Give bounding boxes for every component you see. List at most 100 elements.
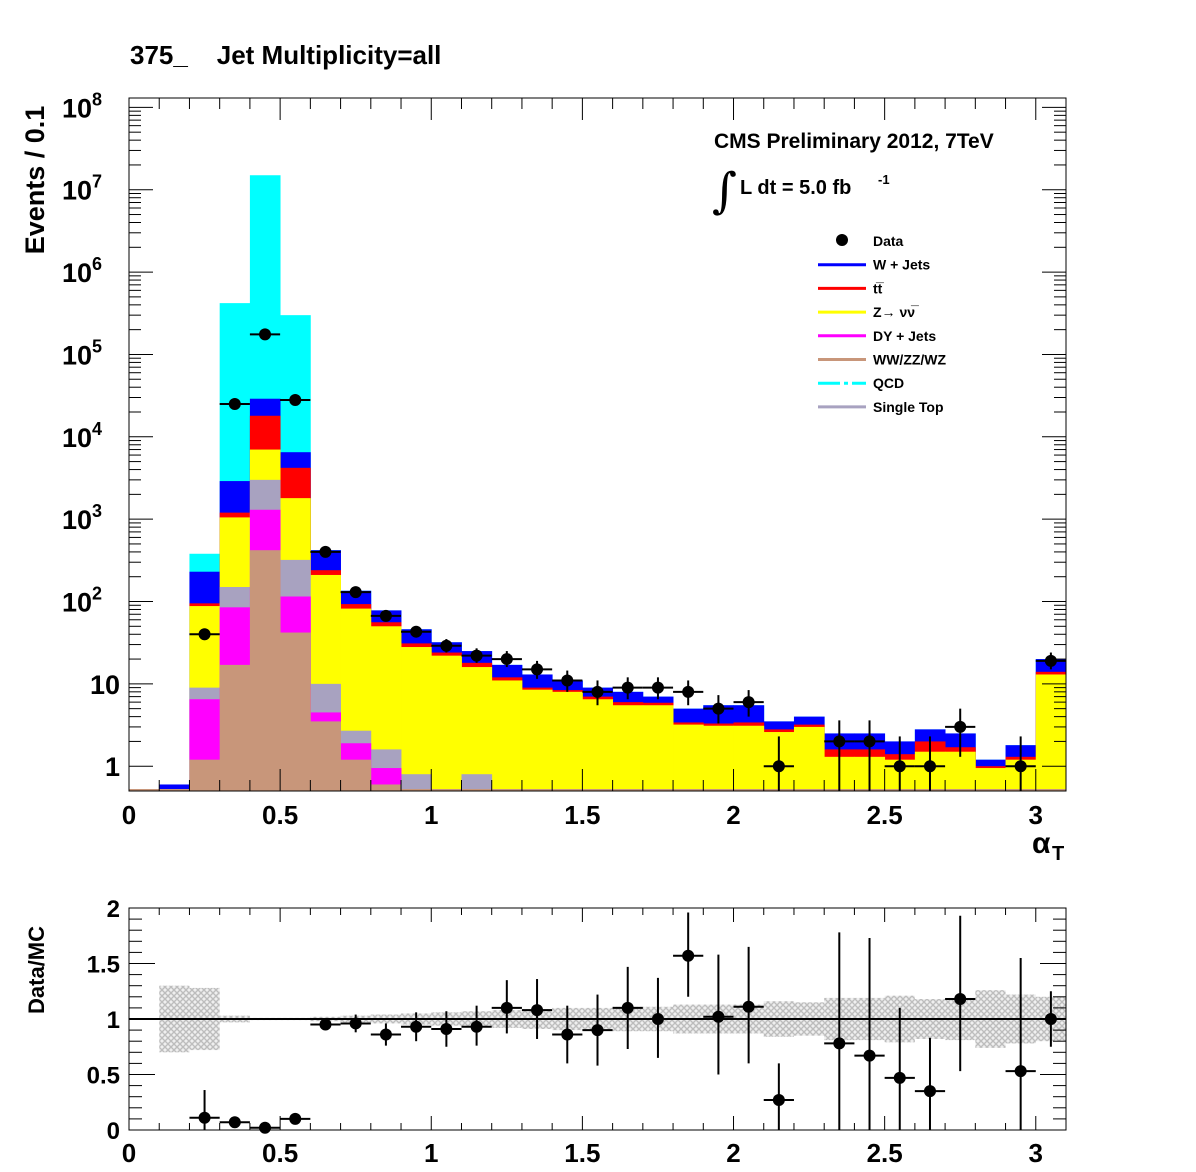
- data-point: [228, 398, 241, 411]
- data-points: [189, 328, 1066, 791]
- ratio-x-tick-label: 3: [1029, 1138, 1043, 1168]
- bar-ww-zz-wz: [340, 759, 372, 791]
- y-tick-label: 105: [62, 336, 102, 370]
- data-point: [833, 735, 846, 748]
- luminosity-label: L dt = 5.0 fb: [740, 177, 851, 199]
- experiment-label: CMS Preliminary 2012, 7TeV: [714, 130, 994, 153]
- legend-label: tt̅: [873, 280, 884, 296]
- data-point: [500, 653, 513, 666]
- ratio-point: [440, 1022, 453, 1035]
- y-tick-label: 10: [90, 670, 120, 700]
- ratio-point: [954, 993, 967, 1006]
- data-point: [954, 720, 967, 733]
- ratio-point: [651, 1013, 664, 1025]
- bar-z-: [793, 726, 825, 791]
- y-tick-label: 1: [105, 752, 120, 782]
- legend-label: QCD: [873, 375, 904, 391]
- ratio-y-tick-label: 1: [107, 1007, 120, 1034]
- ratio-point: [500, 1001, 513, 1014]
- bar-z-: [431, 655, 462, 791]
- ratio-point: [259, 1121, 272, 1134]
- data-point: [893, 760, 906, 773]
- data-point: [349, 586, 362, 599]
- legend-label: DY + Jets: [873, 328, 936, 344]
- ratio-x-tick-label: 1: [424, 1138, 438, 1168]
- legend-label: Z→ νν̅: [873, 304, 919, 320]
- bar-ww-zz-wz: [249, 550, 281, 791]
- ratio-point: [742, 1000, 755, 1013]
- bar-z-: [703, 725, 734, 791]
- data-point: [621, 681, 634, 694]
- ratio-y-tick-label: 0.5: [87, 1063, 120, 1090]
- ratio-x-tick-label: 2.5: [867, 1138, 903, 1168]
- ratio-x-tick-label: 1.5: [564, 1138, 600, 1168]
- ratio-y-axis-label: Data/MC: [24, 926, 49, 1014]
- x-axis-label-subscript: T: [1052, 843, 1064, 865]
- data-point: [531, 663, 544, 676]
- ratio-point: [319, 1018, 332, 1031]
- bar-z-: [642, 705, 674, 791]
- ratio-y-tick-label: 2: [107, 896, 120, 923]
- ratio-point: [591, 1024, 604, 1037]
- ratio-point: [198, 1111, 211, 1124]
- ratio-plot: 0 0.5 1 1.5 2 2.5 3 0 0.5 1 1.5 2 Data/MC: [24, 896, 1067, 1168]
- y-tick-label: 102: [62, 584, 102, 618]
- x-axis-label: α: [1032, 827, 1051, 860]
- data-point: [1014, 760, 1027, 773]
- bar-z-: [491, 680, 523, 791]
- bar-z-: [673, 724, 704, 791]
- data-point: [289, 393, 302, 406]
- bar-single-top: [401, 774, 432, 791]
- x-tick-label: 1: [424, 800, 438, 830]
- bar-z-: [461, 667, 493, 791]
- data-point: [682, 685, 695, 698]
- data-point: [319, 545, 332, 558]
- x-tick-label: 2: [726, 800, 740, 830]
- data-point: [651, 681, 664, 694]
- x-tick-label: 0.5: [262, 800, 298, 830]
- ratio-point: [1014, 1065, 1027, 1078]
- luminosity-exponent: -1: [878, 172, 890, 187]
- y-tick-label: 107: [62, 172, 102, 206]
- data-point: [712, 702, 725, 715]
- bar-ww-zz-wz: [219, 664, 251, 791]
- ratio-x-tick-label: 0: [122, 1138, 136, 1168]
- bar-ww-zz-wz: [280, 632, 311, 791]
- legend-marker-data: [836, 234, 848, 246]
- ratio-point: [712, 1010, 725, 1023]
- x-tick-label: 1.5: [564, 800, 600, 830]
- ratio-point: [893, 1071, 906, 1084]
- plot-title: 375_ Jet Multiplicity=all: [130, 40, 441, 70]
- ratio-axes: 0 0.5 1 1.5 2 2.5 3 0 0.5 1 1.5 2: [87, 896, 1066, 1168]
- bar-ww-zz-wz: [189, 759, 221, 791]
- data-point: [561, 674, 574, 687]
- data-point: [410, 625, 423, 638]
- ratio-point: [289, 1112, 302, 1125]
- x-tick-label: 3: [1029, 800, 1043, 830]
- data-point: [742, 696, 755, 709]
- legend-label: WW/ZZ/WZ: [873, 352, 947, 368]
- ratio-point: [531, 1004, 544, 1017]
- legend-label: Single Top: [873, 399, 944, 415]
- ratio-point: [228, 1116, 241, 1129]
- y-tick-label: 106: [62, 254, 102, 288]
- ratio-point: [923, 1085, 936, 1098]
- main-plot: 0 0.5 1 1.5 2 2.5 3 1 10 102 103 104 105 106 107 108 Ev…: [20, 89, 1067, 865]
- data-point: [923, 760, 936, 773]
- data-point: [440, 639, 453, 652]
- bar-ww-zz-wz: [310, 721, 341, 791]
- ratio-point: [470, 1020, 483, 1033]
- ratio-point: [410, 1020, 423, 1033]
- legend: Data W + Jets tt̅ Z→ νν̅ DY + Jets WW/ZZ/WZ QC…: [818, 233, 947, 415]
- bar-single-top: [461, 774, 493, 791]
- bar-z-: [521, 689, 553, 791]
- bar-ww-zz-wz: [370, 784, 402, 791]
- ratio-point: [833, 1037, 846, 1050]
- integral-symbol: ∫: [712, 163, 737, 219]
- ratio-point: [379, 1028, 392, 1041]
- data-point: [198, 628, 211, 641]
- ratio-x-tick-label: 2: [726, 1138, 740, 1168]
- ratio-x-tick-label: 0.5: [262, 1138, 298, 1168]
- bar-z-: [1035, 674, 1067, 791]
